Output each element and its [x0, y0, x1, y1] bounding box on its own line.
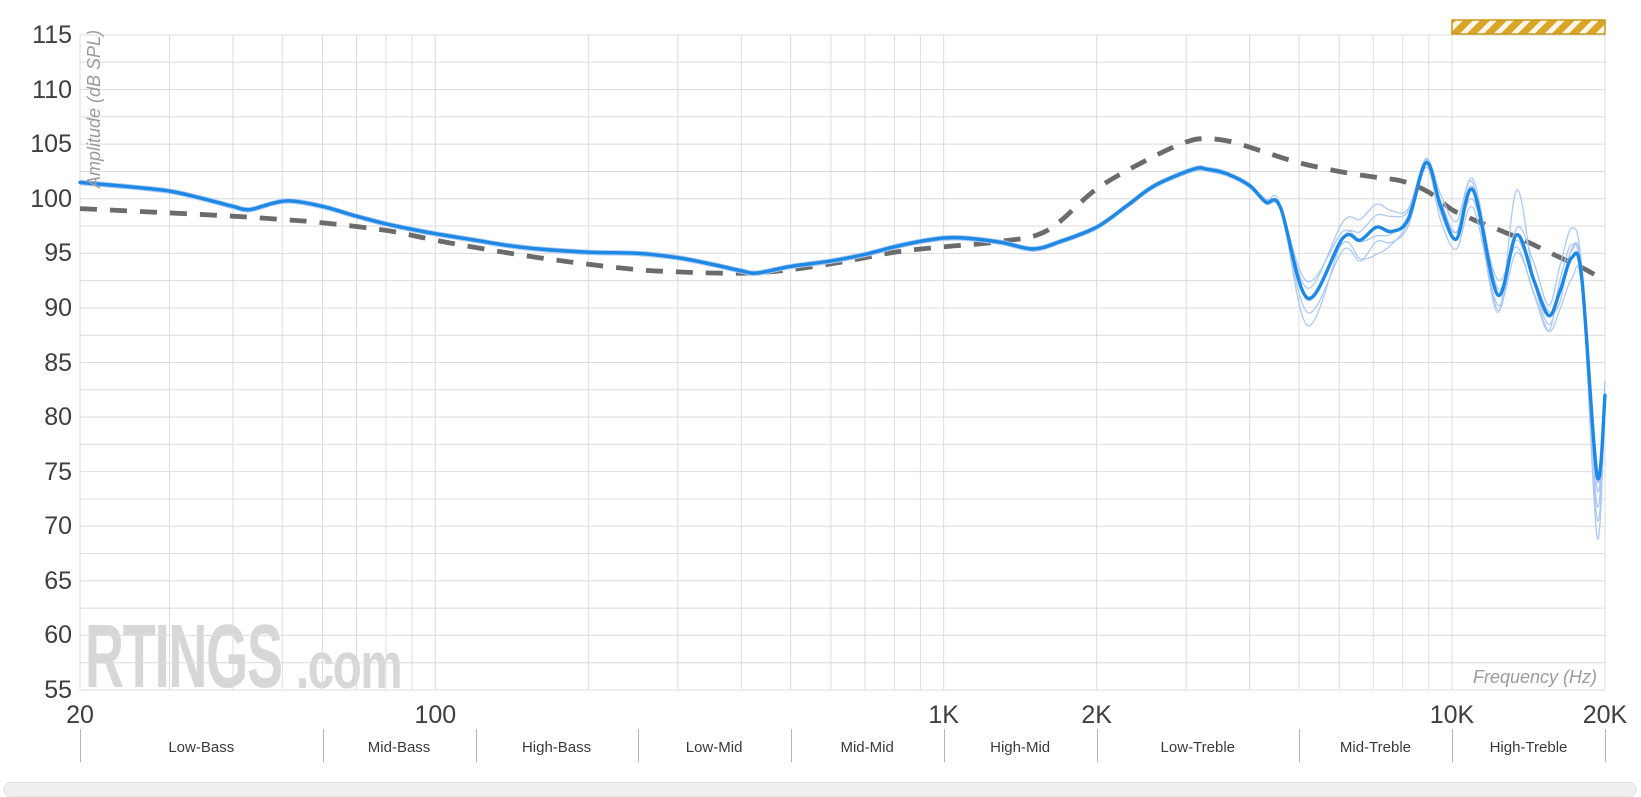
band-divider-tick: [637, 729, 639, 762]
horizontal-scrollbar[interactable]: [3, 782, 1637, 797]
target-curve: [79, 136, 1607, 283]
average-response-curve: [78, 160, 1607, 481]
y-tick-label-90: 90: [44, 293, 72, 322]
measurement-pass-curve-pass-5: [79, 157, 1606, 493]
watermark-suffix: .com: [296, 628, 403, 702]
band-divider-tick: [1451, 729, 1453, 762]
band-divider-tick: [475, 729, 477, 762]
y-tick-label-70: 70: [44, 512, 72, 541]
measurement-pass-curve-pass-4: [79, 166, 1606, 522]
band-label-mid-bass: Mid-Bass: [367, 739, 431, 756]
band-label-low-bass: Low-Bass: [168, 739, 235, 756]
highlight-band-10k-20k: [1451, 19, 1606, 35]
band-label-mid-mid: Mid-Mid: [840, 739, 894, 756]
y-tick-label-105: 105: [30, 130, 72, 159]
band-label-mid-treble: Mid-Treble: [1339, 739, 1412, 756]
y-tick-label-100: 100: [30, 184, 72, 213]
x-tick-label-1K: 1K: [928, 701, 959, 729]
band-label-high-treble: High-Treble: [1489, 739, 1568, 756]
band-label-low-mid: Low-Mid: [685, 739, 743, 756]
x-axis-title: Frequency (Hz): [1472, 667, 1597, 687]
band-divider-tick: [322, 729, 324, 762]
band-divider-tick: [1096, 729, 1098, 762]
x-tick-label-20: 20: [66, 701, 94, 729]
band-divider-tick: [790, 729, 792, 762]
band-divider-tick: [1605, 729, 1606, 762]
y-tick-label-80: 80: [44, 403, 72, 432]
gridlines: [79, 34, 1606, 691]
x-tick-label-2K: 2K: [1081, 701, 1112, 729]
y-tick-label-85: 85: [44, 348, 72, 377]
band-label-low-treble: Low-Treble: [1160, 739, 1236, 756]
y-tick-label-110: 110: [32, 75, 72, 104]
band-divider-tick: [943, 729, 945, 762]
y-tick-label-75: 75: [44, 457, 72, 486]
y-tick-label-60: 60: [44, 621, 72, 650]
y-axis-title: Amplitude (dB SPL): [84, 29, 104, 188]
measurement-pass-curve-pass-1: [79, 161, 1606, 540]
band-divider-tick: [1298, 729, 1300, 762]
y-tick-label-115: 115: [32, 21, 72, 49]
y-tick-label-95: 95: [44, 239, 72, 268]
y-tick-label-55: 55: [44, 676, 72, 704]
band-label-high-mid: High-Mid: [990, 739, 1051, 756]
y-tick-label-65: 65: [44, 566, 72, 595]
measurement-pass-curve-pass-2: [79, 160, 1606, 508]
x-tick-label-20K: 20K: [1582, 701, 1628, 729]
x-tick-label-100: 100: [414, 701, 457, 729]
band-divider-tick: [80, 729, 81, 762]
measurement-pass-curve-pass-3: [79, 158, 1606, 484]
band-label-high-bass: High-Bass: [521, 739, 592, 756]
x-tick-label-10K: 10K: [1429, 701, 1475, 729]
watermark-brand: RTINGS: [85, 607, 283, 707]
